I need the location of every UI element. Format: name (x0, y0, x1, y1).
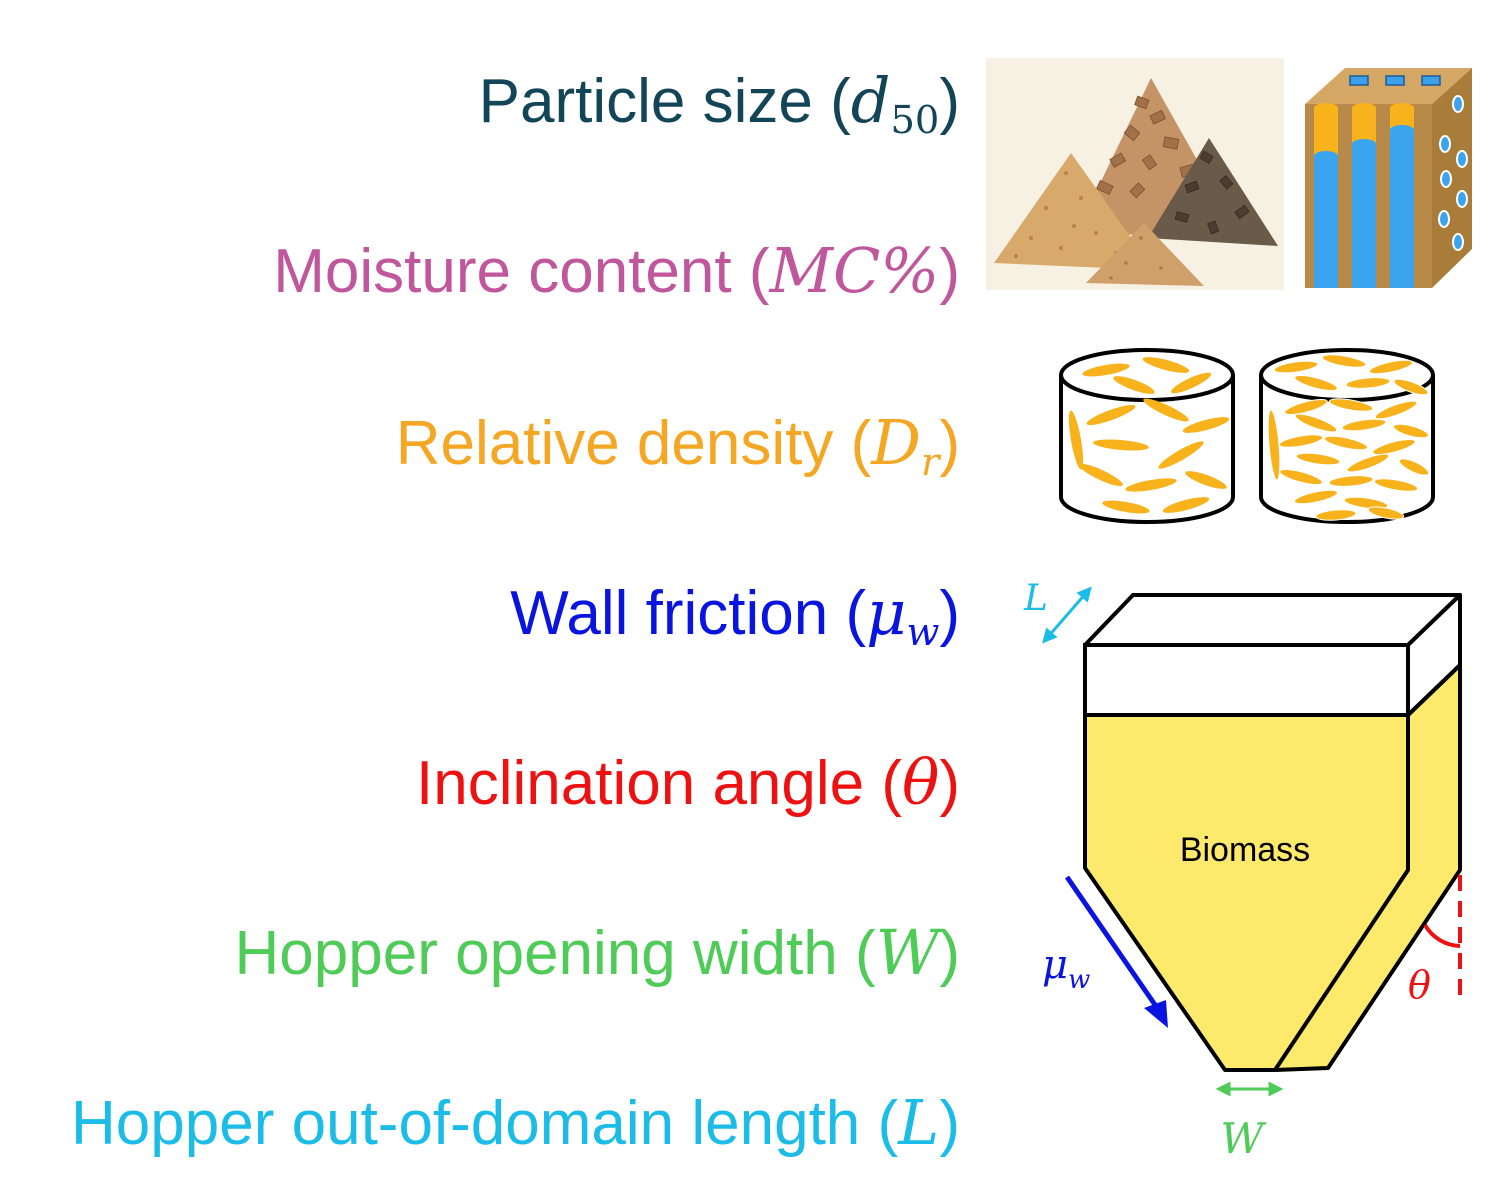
param-close: ) (939, 409, 960, 478)
param-close: ) (939, 579, 960, 648)
param-label: Hopper opening width ( (234, 919, 876, 988)
porous-block-moisture-icon (1305, 68, 1472, 288)
param-subscript: w (906, 609, 940, 655)
param-label: Relative density ( (395, 409, 872, 478)
param-close: ) (939, 67, 960, 136)
param-subscript: 50 (890, 97, 940, 143)
param-inclination-angle: Inclination angle (θ) (416, 752, 960, 815)
biomass-piles-illustration (986, 58, 1284, 290)
param-close: ) (939, 749, 960, 818)
param-close: ) (939, 1089, 960, 1158)
param-symbol: d (850, 64, 891, 137)
hopper-top-side (1406, 593, 1462, 717)
param-symbol: D (871, 406, 921, 479)
length-arrow (1042, 586, 1092, 644)
param-out-of-domain-length: Hopper out-of-domain length (L) (71, 1092, 960, 1155)
angle-arc (1423, 923, 1461, 948)
param-symbol: μ (866, 576, 907, 649)
param-wall-friction: Wall friction (μw) (510, 582, 960, 652)
param-symbol: W (875, 916, 940, 989)
param-subscript: r (920, 439, 940, 485)
param-symbol: θ (902, 746, 940, 819)
biomass-label: Biomass (1180, 831, 1310, 869)
param-label: Particle size ( (478, 67, 851, 136)
param-close: ) (939, 237, 960, 306)
param-opening-width: Hopper opening width (W) (235, 922, 960, 985)
friction-arrow-line (1064, 875, 1165, 1017)
angle-symbol: θ (1408, 963, 1431, 1007)
param-relative-density: Relative density (Dr) (396, 412, 960, 482)
friction-symbol: μw (1042, 942, 1090, 995)
width-symbol: W (1220, 1114, 1267, 1163)
param-label: Wall friction ( (510, 579, 867, 648)
param-close: ) (939, 919, 960, 988)
hopper-top-front (1083, 643, 1410, 717)
param-label: Moisture content ( (273, 237, 770, 306)
param-label: Hopper out-of-domain length ( (71, 1089, 899, 1158)
param-symbol: MC% (769, 234, 940, 307)
friction-arrow-head (1144, 1000, 1168, 1028)
hopper-top-face (1083, 593, 1462, 647)
dense-packing-cylinder-icon (1259, 348, 1435, 524)
loose-packing-cylinder-icon (1059, 348, 1235, 524)
param-moisture-content: Moisture content (MC%) (273, 240, 960, 303)
param-label: Inclination angle ( (416, 749, 903, 818)
param-symbol: L (898, 1086, 940, 1159)
length-symbol: L (1023, 578, 1048, 619)
hopper-diagram: Biomass L μw θ W (1023, 578, 1462, 1163)
param-particle-size: Particle size (d50) (479, 70, 960, 140)
